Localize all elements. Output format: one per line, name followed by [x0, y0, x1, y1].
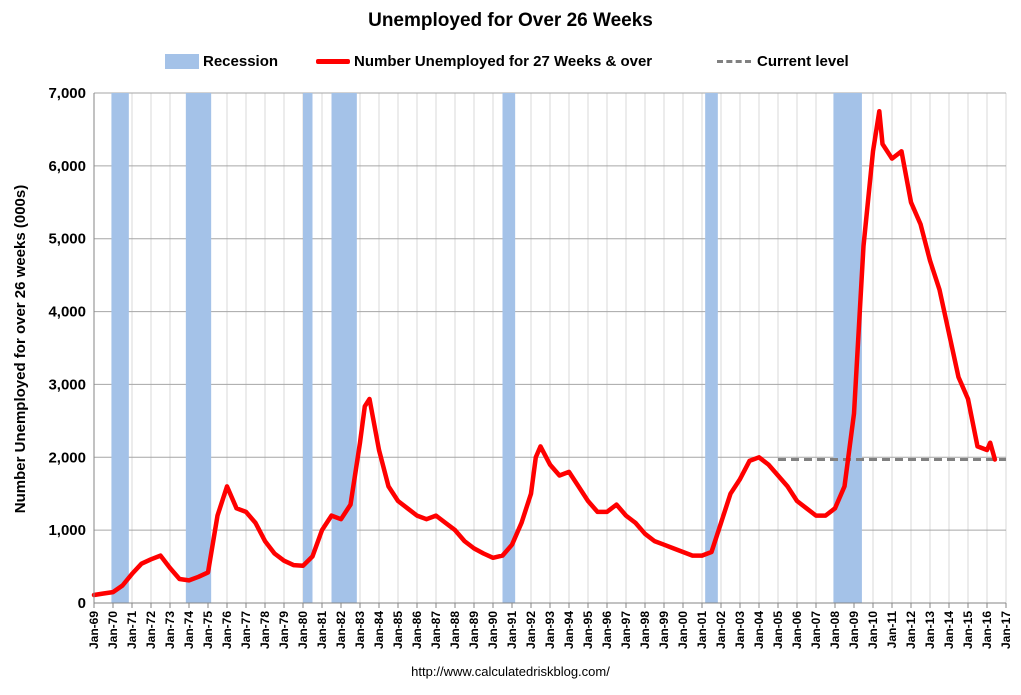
x-tick-label: Jan-05	[771, 611, 785, 649]
series-swatch	[316, 58, 350, 64]
legend-label-recession: Recession	[203, 52, 279, 70]
series-group	[91, 108, 998, 598]
x-tick-label: Jan-82	[334, 611, 348, 649]
x-tick-label: Jan-99	[657, 611, 671, 649]
x-tick-label: Jan-87	[429, 611, 443, 649]
source-credit: http://www.calculatedriskblog.com/	[411, 664, 610, 679]
x-tick-label: Jan-75	[201, 611, 215, 649]
chart-title: Unemployed for Over 26 Weeks	[368, 10, 653, 31]
x-tick-label: Jan-78	[258, 611, 272, 649]
legend: Recession Number Unemployed for 27 Weeks…	[0, 50, 1021, 72]
x-tick-label: Jan-83	[353, 611, 367, 649]
series-line	[91, 108, 998, 598]
legend-label-current-level: Current level	[757, 52, 849, 70]
x-tick-label: Jan-81	[315, 611, 329, 649]
x-tick-label: Jan-08	[828, 611, 842, 649]
y-tick-label: 7,000	[48, 85, 86, 102]
current-level-swatch	[717, 59, 751, 63]
x-tick-label: Jan-12	[904, 611, 918, 649]
y-tick-label: 0	[78, 595, 86, 612]
x-tick-label: Jan-02	[714, 611, 728, 649]
y-tick-label: 3,000	[48, 376, 86, 393]
x-tick-label: Jan-92	[524, 611, 538, 649]
x-tick-label: Jan-95	[581, 611, 595, 649]
x-tick-label: Jan-04	[752, 611, 766, 649]
x-tick-label: Jan-07	[809, 611, 823, 649]
x-tick-label: Jan-89	[467, 611, 481, 649]
y-axis-label: Number Unemployed for over 26 weeks (000…	[12, 185, 29, 513]
y-tick-label: 6,000	[48, 158, 86, 175]
x-tick-label: Jan-16	[980, 611, 994, 649]
x-tick-label: Jan-15	[961, 611, 975, 649]
recession-band	[502, 93, 516, 603]
x-tick-label: Jan-13	[923, 611, 937, 649]
legend-item-series: Number Unemployed for 27 Weeks & over	[316, 50, 652, 72]
legend-item-current-level: Current level	[717, 50, 849, 72]
recession-band	[185, 93, 212, 603]
x-tick-label: Jan-94	[562, 611, 576, 649]
x-tick-label: Jan-01	[695, 611, 709, 649]
x-tick-label: Jan-74	[182, 611, 196, 649]
x-tick-label: Jan-10	[866, 611, 880, 649]
x-tick-label: Jan-00	[676, 611, 690, 649]
x-tick-label: Jan-79	[277, 611, 291, 649]
x-tick-label: Jan-03	[733, 611, 747, 649]
x-tick-labels: Jan-69 Jan-70 Jan-71 Jan-72 Jan-73 Jan-74 Jan-…	[87, 603, 1013, 649]
x-tick-label: Jan-77	[239, 611, 253, 649]
y-tick-labels: 0 1,000 2,000 3,000 4,000 5,000 6,000 7,000	[48, 85, 86, 612]
x-tick-label: Jan-17	[999, 611, 1013, 649]
x-tick-label: Jan-91	[505, 611, 519, 649]
x-tick-label: Jan-69	[87, 611, 101, 649]
x-tick-label: Jan-72	[144, 611, 158, 649]
legend-label-series: Number Unemployed for 27 Weeks & over	[354, 52, 653, 70]
x-tick-label: Jan-90	[486, 611, 500, 649]
x-tick-label: Jan-76	[220, 611, 234, 649]
recession-band	[111, 93, 129, 603]
y-tick-label: 1,000	[48, 522, 86, 539]
x-tick-label: Jan-73	[163, 611, 177, 649]
recession-swatch	[165, 53, 199, 69]
x-tick-label: Jan-85	[391, 611, 405, 649]
x-tick-label: Jan-98	[638, 611, 652, 649]
x-tick-label: Jan-70	[106, 611, 120, 649]
x-tick-label: Jan-11	[885, 611, 899, 649]
legend-item-recession: Recession	[165, 50, 278, 72]
recession-band	[303, 93, 313, 603]
x-tick-label: Jan-93	[543, 611, 557, 649]
x-tick-label: Jan-71	[125, 611, 139, 649]
x-tick-label: Jan-06	[790, 611, 804, 649]
x-tick-label: Jan-09	[847, 611, 861, 649]
y-tick-label: 2,000	[48, 449, 86, 466]
x-tick-label: Jan-84	[372, 611, 386, 649]
recession-band	[705, 93, 718, 603]
x-tick-label: Jan-80	[296, 611, 310, 649]
x-tick-label: Jan-14	[942, 611, 956, 649]
x-tick-label: Jan-97	[619, 611, 633, 649]
x-tick-label: Jan-86	[410, 611, 424, 649]
y-tick-label: 5,000	[48, 231, 86, 248]
x-tick-label: Jan-96	[600, 611, 614, 649]
x-tick-label: Jan-88	[448, 611, 462, 649]
y-tick-label: 4,000	[48, 304, 86, 321]
recession-bands	[111, 93, 862, 603]
recession-band	[331, 93, 357, 603]
